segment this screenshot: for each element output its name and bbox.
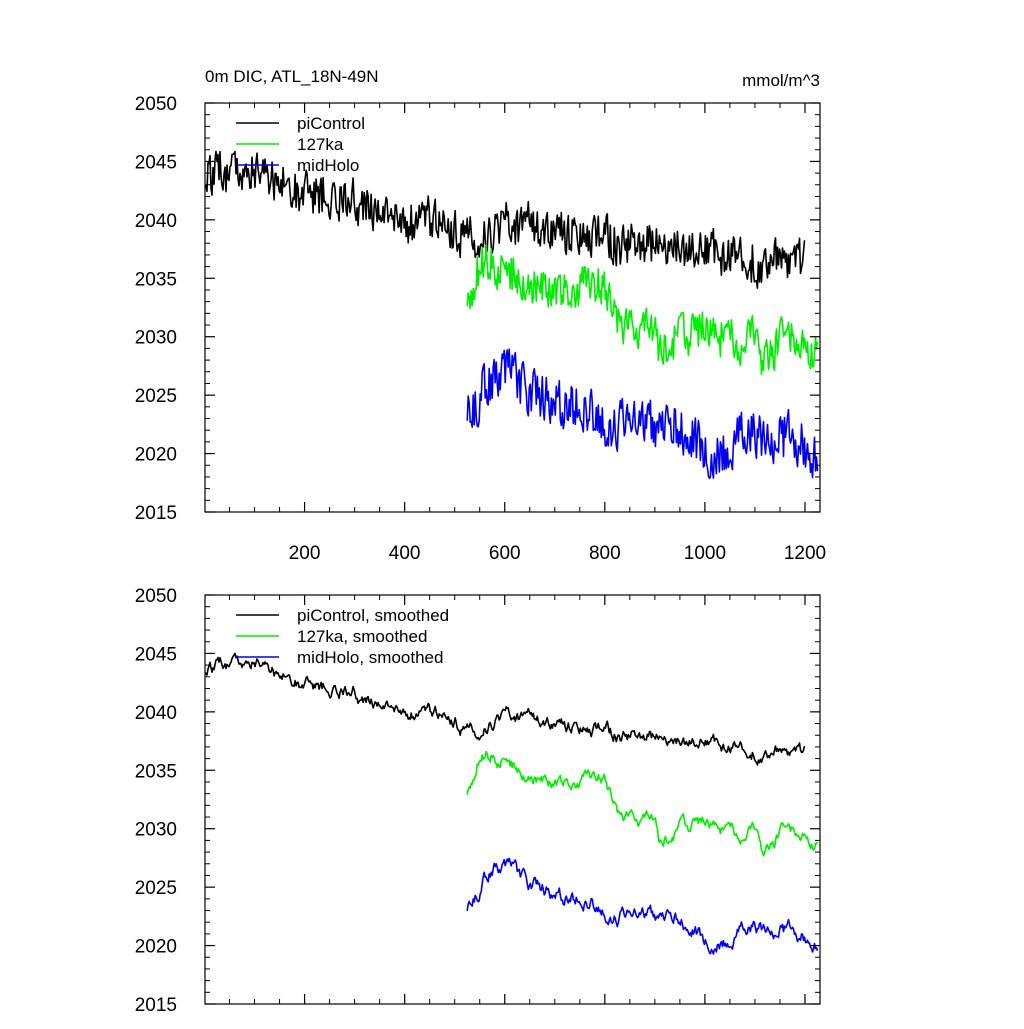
series-group — [205, 150, 819, 480]
bottom-panel: 2015 2020 2025 2030 2035 2040 2045 2050 piContro… — [135, 586, 821, 1016]
y-tick-label: 2025 — [135, 386, 177, 407]
x-tick-label: 800 — [589, 543, 621, 564]
x-tick-label: 200 — [289, 543, 321, 564]
x-tick-label: 1000 — [684, 543, 726, 564]
series-line-127ka — [466, 750, 819, 857]
y-tick-label: 2050 — [135, 94, 177, 115]
legend-label: midHolo — [297, 156, 359, 175]
series-line-127ka — [466, 243, 819, 375]
y-tick-label: 2030 — [135, 820, 177, 841]
y-tick-label: 2025 — [135, 878, 177, 899]
figure-title: 0m DIC, ATL_18N-49N — [205, 67, 379, 86]
series-line-midholo — [466, 348, 819, 480]
y-tick-label: 2035 — [135, 269, 177, 290]
y-tick-label: 2020 — [135, 937, 177, 958]
x-tick-label: 600 — [489, 543, 521, 564]
top-panel: 2015 2020 2025 2030 2035 2040 2045 2050 200 400 60… — [135, 94, 826, 564]
y-tick-label: 2050 — [135, 586, 177, 607]
legend-label: 127ka — [297, 135, 344, 154]
y-tick-label: 2040 — [135, 211, 177, 232]
plot-frame — [204, 594, 821, 1005]
legend-label: 127ka, smoothed — [297, 627, 427, 646]
y-tick-label: 2015 — [135, 995, 177, 1016]
series-line-midholo — [466, 857, 819, 955]
y-tick-label: 2030 — [135, 328, 177, 349]
series-line-picontrol — [205, 150, 806, 289]
y-tick-label: 2045 — [135, 644, 177, 665]
y-tick-label: 2015 — [135, 503, 177, 524]
legend-label: piControl — [297, 114, 365, 133]
x-tick-label: 400 — [389, 543, 421, 564]
series-line-picontrol — [205, 652, 806, 766]
series-group — [205, 652, 819, 955]
figure-units: mmol/m^3 — [742, 71, 820, 90]
y-tick-label: 2020 — [135, 445, 177, 466]
y-tick-label: 2045 — [135, 152, 177, 173]
y-tick-label: 2040 — [135, 703, 177, 724]
x-tick-label: 1200 — [784, 543, 826, 564]
plot-frame — [204, 102, 821, 513]
legend-label: midHolo, smoothed — [297, 648, 443, 667]
y-tick-label: 2035 — [135, 761, 177, 782]
legend-label: piControl, smoothed — [297, 606, 449, 625]
